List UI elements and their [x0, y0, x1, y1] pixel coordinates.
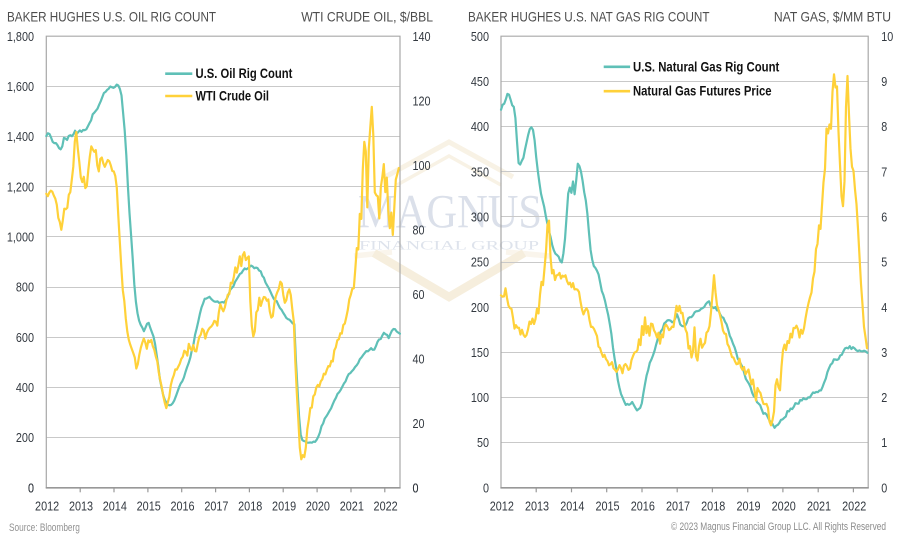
- svg-text:BAKER HUGHES U.S. NAT GAS RIG: BAKER HUGHES U.S. NAT GAS RIG COUNT: [468, 9, 710, 25]
- svg-text:2016: 2016: [170, 499, 194, 514]
- svg-text:450: 450: [471, 74, 489, 89]
- svg-text:2018: 2018: [701, 499, 725, 514]
- svg-text:8: 8: [881, 119, 887, 134]
- svg-text:BAKER HUGHES U.S. OIL RIG COUN: BAKER HUGHES U.S. OIL RIG COUNT: [7, 9, 216, 25]
- svg-text:0: 0: [413, 480, 419, 495]
- svg-text:2019: 2019: [272, 499, 296, 514]
- svg-text:2022: 2022: [842, 499, 866, 514]
- svg-text:0: 0: [28, 480, 34, 495]
- svg-text:U.S. Oil Rig Count: U.S. Oil Rig Count: [196, 66, 293, 81]
- svg-text:60: 60: [413, 287, 425, 302]
- svg-text:2019: 2019: [736, 499, 760, 514]
- svg-text:0: 0: [483, 480, 489, 495]
- svg-text:2016: 2016: [631, 499, 655, 514]
- svg-text:1,600: 1,600: [7, 79, 34, 94]
- svg-text:1: 1: [881, 435, 887, 450]
- svg-text:0: 0: [881, 480, 887, 495]
- svg-text:300: 300: [471, 209, 489, 224]
- svg-text:1,400: 1,400: [7, 129, 34, 144]
- svg-text:2022: 2022: [374, 499, 398, 514]
- svg-text:2020: 2020: [772, 499, 796, 514]
- svg-text:400: 400: [471, 119, 489, 134]
- svg-text:Natural Gas Futures Price: Natural Gas Futures Price: [633, 84, 772, 99]
- svg-text:6: 6: [881, 209, 887, 224]
- svg-text:800: 800: [16, 280, 34, 295]
- svg-text:0: 0: [413, 480, 419, 495]
- svg-text:FINANCIAL GROUP: FINANCIAL GROUP: [359, 239, 539, 253]
- svg-text:2017: 2017: [666, 499, 690, 514]
- svg-text:WTI Crude Oil: WTI Crude Oil: [196, 89, 270, 104]
- svg-text:5: 5: [881, 255, 887, 270]
- svg-text:1,200: 1,200: [7, 179, 34, 194]
- svg-text:250: 250: [471, 255, 489, 270]
- svg-text:WTI CRUDE OIL, $/BBL: WTI CRUDE OIL, $/BBL: [301, 9, 433, 25]
- svg-text:U.S. Natural Gas Rig Count: U.S. Natural Gas Rig Count: [633, 59, 780, 74]
- svg-text:1,800: 1,800: [7, 29, 34, 44]
- svg-text:2015: 2015: [137, 499, 161, 514]
- svg-text:2: 2: [881, 390, 887, 405]
- svg-text:3: 3: [881, 345, 887, 360]
- svg-text:500: 500: [471, 29, 489, 44]
- svg-text:2013: 2013: [525, 499, 549, 514]
- svg-text:2021: 2021: [340, 499, 364, 514]
- svg-text:2012: 2012: [490, 499, 514, 514]
- svg-text:2014: 2014: [560, 499, 584, 514]
- svg-text:600: 600: [16, 330, 34, 345]
- svg-text:80: 80: [413, 222, 425, 237]
- svg-text:120: 120: [413, 93, 431, 108]
- svg-text:100: 100: [471, 390, 489, 405]
- svg-text:200: 200: [471, 300, 489, 315]
- svg-text:50: 50: [477, 435, 489, 450]
- svg-text:2020: 2020: [306, 499, 330, 514]
- svg-text:40: 40: [413, 351, 425, 366]
- svg-text:2021: 2021: [807, 499, 831, 514]
- svg-text:© 2023 Magnus Financial Group: © 2023 Magnus Financial Group LLC. All R…: [671, 521, 886, 533]
- svg-text:NAT GAS, $/MM BTU: NAT GAS, $/MM BTU: [774, 9, 891, 25]
- svg-text:140: 140: [413, 29, 431, 44]
- svg-text:10: 10: [881, 29, 893, 44]
- svg-text:Source: Bloomberg: Source: Bloomberg: [9, 522, 80, 534]
- svg-text:400: 400: [16, 380, 34, 395]
- svg-text:2013: 2013: [69, 499, 93, 514]
- svg-text:9: 9: [881, 74, 887, 89]
- svg-text:2012: 2012: [35, 499, 59, 514]
- svg-text:4: 4: [881, 300, 887, 315]
- svg-text:2017: 2017: [204, 499, 228, 514]
- svg-text:200: 200: [16, 430, 34, 445]
- svg-text:2018: 2018: [238, 499, 262, 514]
- svg-text:20: 20: [413, 416, 425, 431]
- svg-text:0: 0: [28, 480, 34, 495]
- svg-text:7: 7: [881, 164, 887, 179]
- svg-text:MAGNUS: MAGNUS: [358, 186, 542, 239]
- svg-text:2014: 2014: [103, 499, 127, 514]
- svg-text:1,000: 1,000: [7, 230, 34, 245]
- svg-text:350: 350: [471, 164, 489, 179]
- svg-text:100: 100: [413, 158, 431, 173]
- svg-text:2015: 2015: [595, 499, 619, 514]
- svg-text:150: 150: [471, 345, 489, 360]
